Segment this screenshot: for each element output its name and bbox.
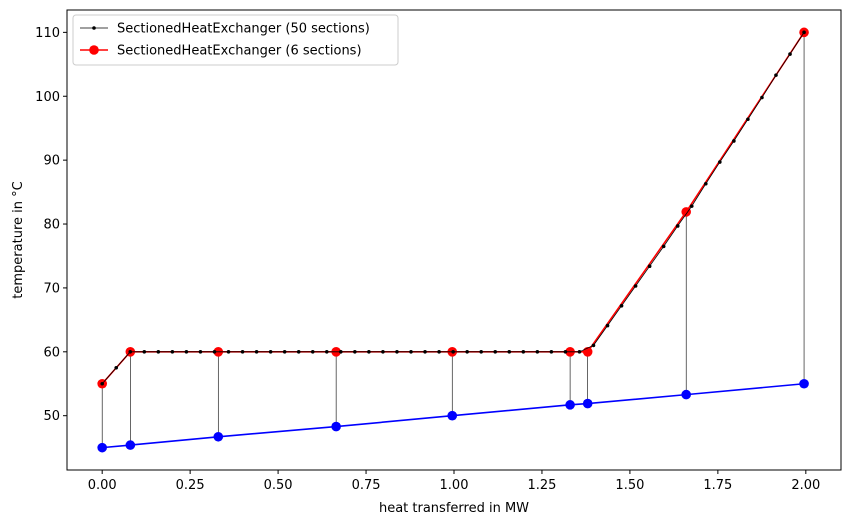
hot-stream-50-sections-point — [802, 30, 806, 35]
hot-stream-50-sections-point — [647, 264, 652, 268]
hot-stream-50-sections-point — [114, 365, 119, 370]
legend: SectionedHeatExchanger (50 sections) Sec… — [72, 14, 399, 66]
legend-marker-50-sections — [92, 26, 96, 30]
y-tick-label: 70 — [43, 281, 60, 296]
hot-stream-50-sections-point — [633, 284, 638, 288]
cold-stream-point — [799, 378, 809, 389]
hot-stream-50-sections-point — [675, 224, 680, 228]
hot-stream-50-sections-point — [184, 350, 189, 354]
hot-stream-50-sections-point — [339, 350, 343, 354]
hot-stream-50-sections-point — [324, 350, 329, 354]
hot-stream-50-sections-point — [451, 350, 455, 354]
hot-stream-50-sections-point — [718, 160, 722, 164]
hot-stream-50-sections-point — [577, 350, 582, 354]
section-connector-lines — [101, 32, 805, 448]
cold-stream-point — [331, 421, 341, 432]
x-tick-label: 0.50 — [264, 478, 293, 493]
y-tick-label: 100 — [35, 90, 60, 105]
hot-stream-50-sections-point — [788, 52, 792, 56]
hot-stream-6-sections-point — [681, 207, 691, 217]
y-axis-ticks: 50 60 70 80 90 100 110 — [35, 26, 67, 424]
y-tick-label: 50 — [43, 409, 60, 424]
hot-stream-50-sections-point — [226, 350, 231, 354]
hot-stream-50-sections-point — [395, 350, 399, 354]
hot-stream-50-sections-point — [774, 73, 778, 77]
hot-stream-50-sections-point — [156, 350, 161, 354]
hot-stream-50-sections-point — [170, 350, 175, 354]
x-axis-ticks: 0.00 0.25 0.50 0.75 1.00 1.25 1.50 1.75 2.00 — [88, 470, 820, 493]
x-tick-label: 1.75 — [703, 478, 732, 493]
hot-stream-50-sections-point — [746, 117, 750, 122]
cold-stream-point — [681, 389, 691, 400]
hot-stream-50-sections-point — [268, 350, 273, 354]
hot-stream-50-sections-point — [563, 350, 568, 354]
legend-box — [72, 14, 399, 66]
hot-stream-50-sections-point — [760, 95, 764, 100]
y-tick-label: 80 — [43, 218, 60, 233]
hot-stream-50-sections-point — [142, 350, 147, 354]
hot-stream-50-sections-point — [479, 350, 483, 354]
cold-stream-point — [447, 410, 458, 421]
hot-stream-50-sections-point — [254, 350, 259, 354]
cold-stream-point — [97, 442, 107, 453]
x-tick-label: 0.75 — [352, 478, 381, 493]
y-tick-label: 90 — [43, 154, 60, 169]
hot-stream-50-sections-point — [198, 350, 203, 354]
y-tick-label: 60 — [43, 345, 60, 360]
hot-stream-50-sections-point — [507, 350, 512, 354]
hot-stream-50-sections-point — [437, 350, 441, 354]
y-axis-label: temperature in °C — [11, 181, 26, 298]
hot-stream-50-sections-point — [535, 350, 540, 354]
hot-stream-50-sections-point — [619, 304, 624, 308]
hot-stream-50-sections-point — [310, 350, 315, 354]
x-tick-label: 1.50 — [615, 478, 644, 493]
hot-stream-50-sections-point — [689, 204, 694, 208]
legend-label-6-sections: SectionedHeatExchanger (6 sections) — [117, 44, 362, 59]
legend-marker-6-sections — [89, 45, 99, 55]
hot-stream-50-sections-point — [703, 181, 708, 186]
cold-stream-point — [125, 440, 136, 450]
hot-stream-50-sections-point — [423, 350, 427, 354]
cold-stream-point — [565, 400, 575, 410]
hot-stream-50-sections-point — [409, 350, 413, 354]
y-tick-label: 110 — [35, 26, 60, 41]
hot-stream-50-sections-point — [549, 350, 554, 354]
x-axis-label: heat transferred in MW — [379, 501, 529, 516]
hot-stream-50-sections-point — [465, 350, 469, 354]
series-layer — [97, 27, 809, 453]
hot-stream-50-sections-point — [128, 350, 133, 354]
hot-stream-50-sections-point — [296, 350, 301, 354]
cold-stream-point — [582, 398, 593, 409]
hot-stream-50-sections-point — [100, 381, 104, 386]
hot-stream-50-sections-point — [381, 350, 385, 354]
hot-stream-50-sections-point — [732, 139, 736, 143]
plot-frame — [66, 9, 842, 471]
hot-stream-50-sections-point — [605, 323, 610, 328]
hot-stream-50-sections-line — [101, 32, 805, 385]
x-tick-label: 1.25 — [527, 478, 556, 493]
x-tick-label: 0.00 — [88, 478, 117, 493]
hot-stream-50-sections-point — [212, 350, 217, 354]
hot-stream-50-sections-point — [367, 350, 371, 354]
x-tick-label: 2.00 — [791, 478, 820, 493]
hot-stream-6-sections-line — [101, 31, 805, 385]
hot-stream-50-sections-point — [591, 343, 596, 348]
hot-stream-50-sections-point — [493, 350, 498, 354]
hot-stream-50-sections-point — [282, 350, 287, 354]
x-tick-label: 1.00 — [440, 478, 469, 493]
x-tick-label: 0.25 — [176, 478, 205, 493]
hot-stream-50-sections-point — [661, 244, 666, 249]
cold-stream-point — [213, 431, 224, 442]
hot-stream-50-sections-point — [240, 350, 245, 354]
hot-stream-50-sections-point — [353, 350, 357, 354]
hot-stream-50-sections-point — [521, 350, 526, 354]
legend-label-50-sections: SectionedHeatExchanger (50 sections) — [117, 22, 370, 37]
